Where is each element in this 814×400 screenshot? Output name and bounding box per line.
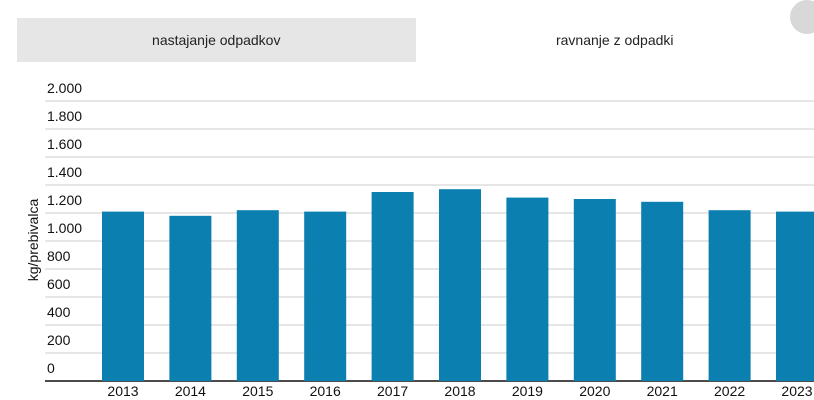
y-tick-label: 0	[47, 360, 55, 376]
x-tick-label: 2023	[781, 383, 812, 399]
y-tick-label: 200	[47, 332, 71, 348]
menu-button[interactable]	[790, 0, 814, 34]
y-tick-label: 2.000	[47, 80, 82, 96]
y-tick-label: 1.000	[47, 220, 82, 236]
x-tick-label: 2015	[242, 383, 273, 399]
bar	[169, 215, 212, 381]
y-tick-label: 400	[47, 304, 71, 320]
bar	[573, 199, 616, 381]
x-tick-label: 2014	[175, 383, 206, 399]
x-tick-label: 2020	[579, 383, 610, 399]
bar	[371, 192, 414, 381]
y-tick-label: 1.600	[47, 136, 82, 152]
bar	[439, 189, 481, 381]
bar	[708, 210, 751, 381]
x-tick-label: 2019	[512, 383, 543, 399]
bar	[236, 210, 279, 381]
tab[interactable]: ravnanje z odpadki	[415, 18, 814, 62]
bar	[102, 211, 144, 381]
y-tick-label: 1.800	[47, 108, 82, 124]
tab-bar: nastajanje odpadkov ravnanje z odpadki	[17, 18, 814, 62]
y-tick-label: 800	[47, 248, 71, 264]
y-tick-label: 1.200	[47, 192, 82, 208]
x-tick-label: 2022	[714, 383, 745, 399]
y-axis-label: kg/prebivalca	[25, 199, 41, 282]
bar	[506, 197, 549, 381]
tab[interactable]: nastajanje odpadkov	[17, 18, 416, 62]
x-tick-label: 2017	[377, 383, 408, 399]
y-tick-label: 600	[47, 276, 71, 292]
bar	[641, 201, 684, 381]
x-tick-label: 2018	[444, 383, 475, 399]
x-tick-label: 2021	[647, 383, 678, 399]
bar	[776, 211, 814, 381]
y-tick-label: 1.400	[47, 164, 82, 180]
x-tick-label: 2016	[310, 383, 341, 399]
bar	[304, 211, 347, 381]
x-tick-label: 2013	[107, 383, 138, 399]
